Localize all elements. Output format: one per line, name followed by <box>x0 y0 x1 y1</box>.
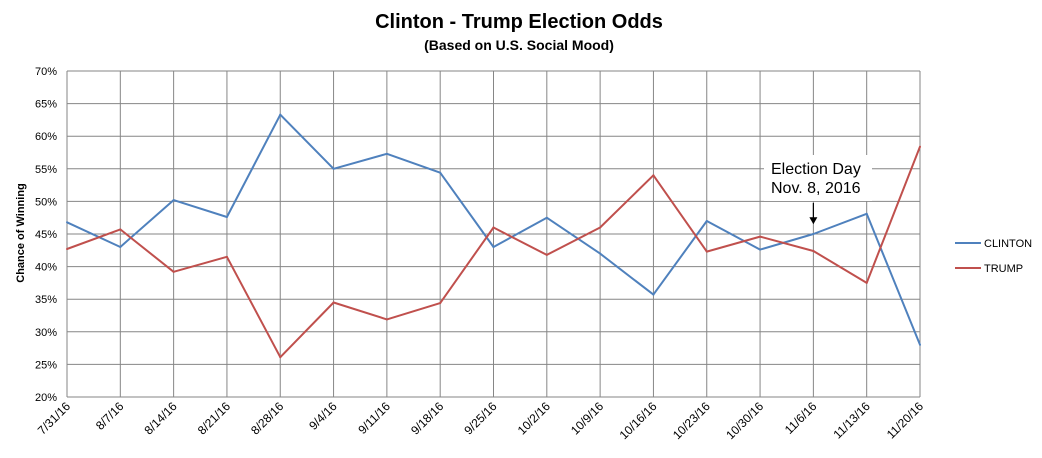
y-tick-label: 35% <box>35 294 57 306</box>
y-tick-label: 70% <box>35 66 57 78</box>
x-tick-label: 9/4/16 <box>306 399 340 433</box>
data-point-trump <box>652 174 655 177</box>
legend-label-clinton: CLINTON <box>984 238 1032 250</box>
data-point-clinton <box>545 216 548 219</box>
data-point-clinton <box>919 343 921 346</box>
data-point-trump <box>492 226 495 229</box>
data-point-clinton <box>66 221 68 224</box>
y-axis-label: Chance of Winning <box>15 183 27 283</box>
y-axis-ticks: 20% 25% 30% 35% 40% 45% 50% 55% 60% 65% 70% <box>35 66 57 404</box>
y-tick-label: 50% <box>35 196 57 208</box>
data-point-trump <box>385 318 388 321</box>
data-point-clinton <box>705 219 708 222</box>
x-tick-label: 10/9/16 <box>568 399 606 437</box>
y-tick-label: 25% <box>35 359 57 371</box>
legend: CLINTON TRUMP <box>955 238 1032 275</box>
data-point-clinton <box>492 246 495 249</box>
data-point-trump <box>439 302 442 305</box>
data-point-clinton <box>812 233 815 235</box>
x-tick-label: 9/25/16 <box>461 399 499 437</box>
data-point-trump <box>332 301 335 304</box>
x-tick-label: 8/28/16 <box>248 399 286 437</box>
data-point-clinton <box>332 167 335 170</box>
data-point-clinton <box>599 252 602 255</box>
y-tick-label: 45% <box>35 229 57 241</box>
data-point-clinton <box>225 216 228 219</box>
x-tick-label: 9/11/16 <box>355 399 393 437</box>
data-point-trump <box>545 253 548 256</box>
data-point-trump <box>66 247 68 250</box>
chart-subtitle: (Based on U.S. Social Mood) <box>424 37 614 53</box>
y-tick-label: 55% <box>35 164 57 176</box>
annotation-line-1: Election Day <box>771 161 861 178</box>
x-tick-label: 9/18/16 <box>408 399 446 437</box>
y-tick-label: 40% <box>35 262 57 274</box>
data-point-trump <box>599 226 602 229</box>
data-point-clinton <box>652 293 655 296</box>
x-tick-label: 10/23/16 <box>670 399 713 442</box>
x-tick-label: 8/21/16 <box>195 399 233 437</box>
election-day-annotation: Election Day Nov. 8, 2016 <box>764 155 872 225</box>
x-tick-label: 10/16/16 <box>617 399 660 442</box>
data-point-clinton <box>172 199 175 202</box>
data-point-trump <box>172 270 175 273</box>
x-tick-label: 8/14/16 <box>142 399 180 437</box>
y-tick-label: 60% <box>35 131 57 143</box>
annotation-line-2: Nov. 8, 2016 <box>771 180 861 197</box>
x-tick-label: 11/20/16 <box>884 399 927 442</box>
data-point-clinton <box>865 212 868 215</box>
data-point-trump <box>119 228 122 231</box>
data-point-trump <box>759 235 762 238</box>
data-point-clinton <box>439 171 442 174</box>
data-point-trump <box>865 281 868 284</box>
x-tick-label: 10/30/16 <box>723 399 766 442</box>
data-point-trump <box>225 255 228 258</box>
data-point-trump <box>279 356 282 359</box>
annotation-box <box>764 155 872 201</box>
y-tick-label: 20% <box>35 392 57 404</box>
x-tick-label: 8/7/16 <box>93 399 127 433</box>
data-point-clinton <box>759 248 762 251</box>
x-tick-label: 10/2/16 <box>515 399 553 437</box>
x-tick-label: 7/31/16 <box>35 399 73 437</box>
data-point-clinton <box>279 113 282 116</box>
data-point-trump <box>705 250 708 253</box>
x-axis-ticks: 7/31/16 8/7/16 8/14/16 8/21/16 8/28/16 9/4/16… <box>35 399 926 442</box>
data-point-trump <box>919 145 921 148</box>
x-tick-label: 11/13/16 <box>831 399 874 442</box>
data-point-trump <box>812 249 815 252</box>
data-point-clinton <box>385 152 388 155</box>
x-tick-label: 11/6/16 <box>782 399 820 437</box>
annotation-arrowhead <box>809 217 818 225</box>
legend-label-trump: TRUMP <box>984 263 1023 275</box>
series-lines <box>66 113 921 359</box>
chart-title: Clinton - Trump Election Odds <box>375 11 663 33</box>
data-point-clinton <box>119 246 122 249</box>
y-tick-label: 65% <box>35 99 57 111</box>
y-tick-label: 30% <box>35 327 57 339</box>
gridlines <box>66 70 921 398</box>
